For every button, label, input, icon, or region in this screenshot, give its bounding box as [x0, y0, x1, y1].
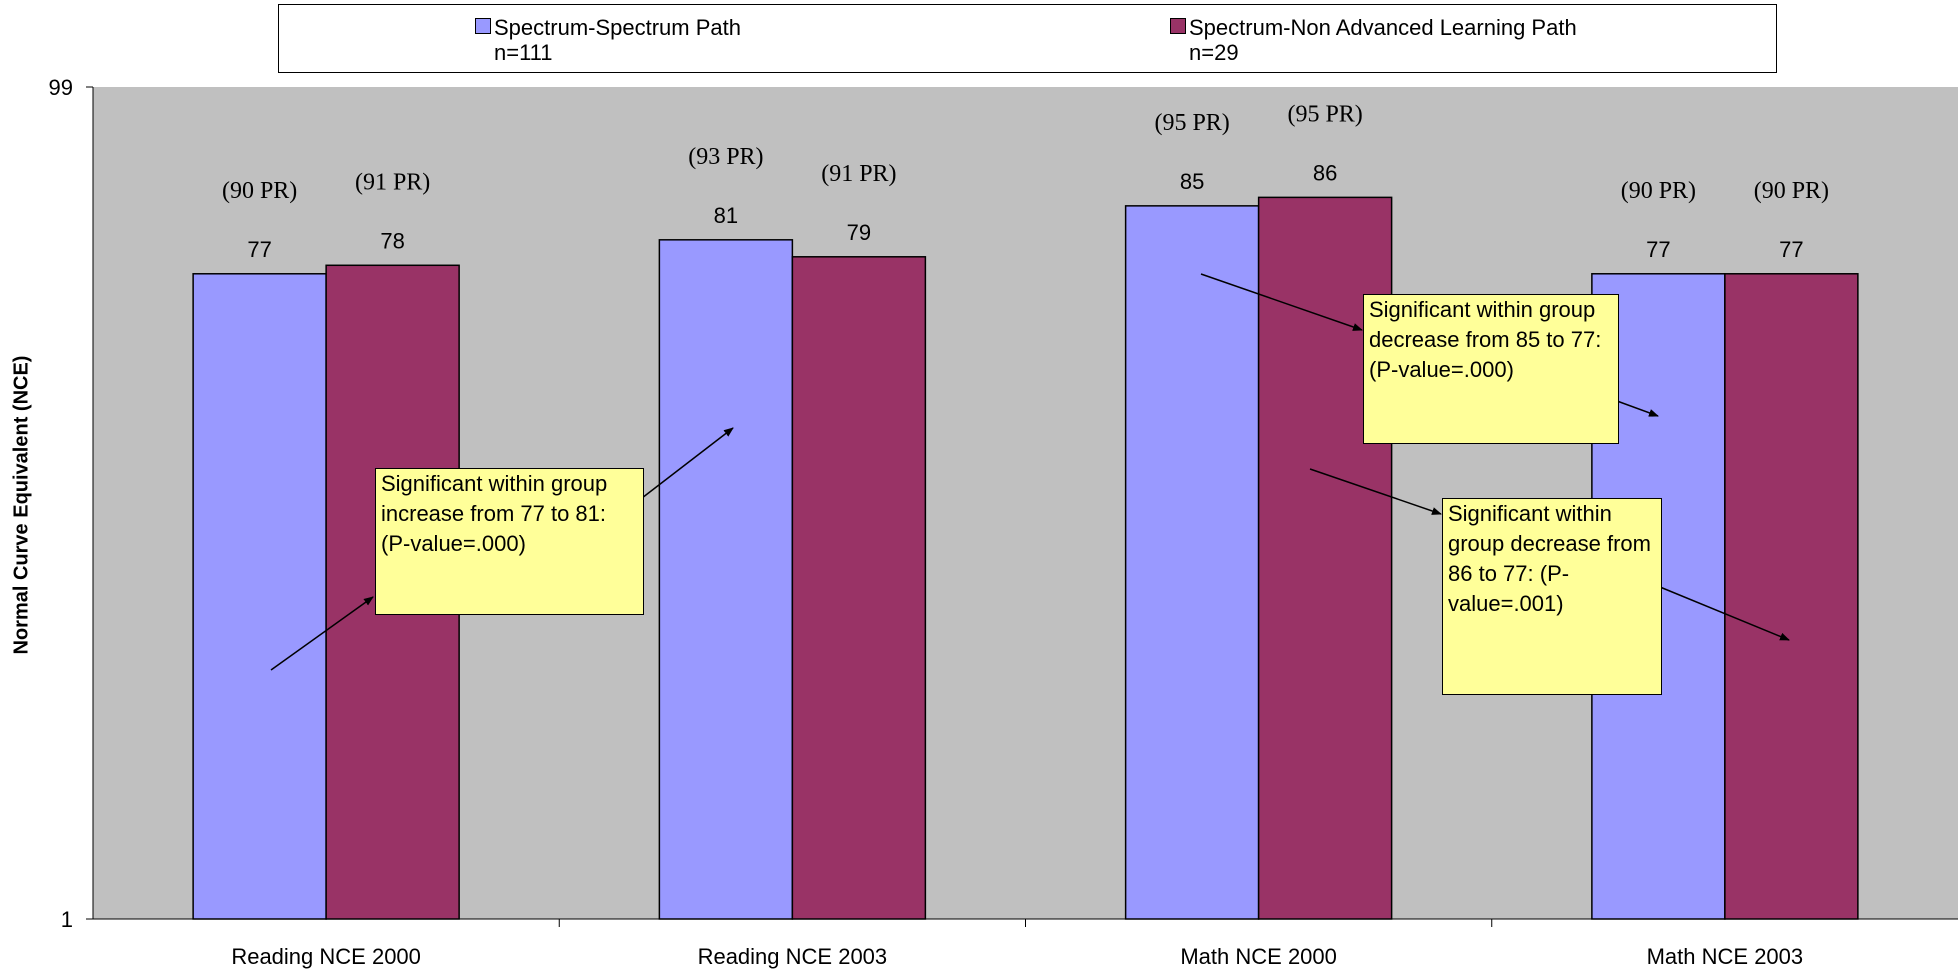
bar-s2-4 [1724, 273, 1859, 920]
legend-label-series-1: Spectrum-Spectrum Path [494, 15, 741, 40]
pr-label-s1-1: (90 PR) [222, 178, 297, 204]
pr-label-s2-3: (95 PR) [1287, 101, 1362, 127]
value-label-s2-1: 78 [380, 228, 404, 253]
value-label-s1-4: 77 [1646, 237, 1670, 262]
arrow-decrease-math-a-2 [1616, 400, 1659, 417]
x-tick-label-3: Math NCE 2000 [1180, 944, 1337, 969]
y-axis-title: Normal Curve Equivalent (NCE) [10, 355, 33, 655]
legend-swatch-series-2 [1170, 18, 1186, 34]
pr-label-s1-4: (90 PR) [1621, 178, 1696, 204]
bar-s1-1 [192, 273, 327, 920]
legend-n-series-1: n=111 [494, 40, 553, 65]
annotation-decrease-math-spectrum: Significant within group decrease from 8… [1363, 294, 1619, 444]
value-label-s2-2: 79 [847, 220, 871, 245]
bar-s1-3 [1124, 205, 1260, 920]
bar-s2-2 [791, 256, 927, 920]
x-tick-label-1: Reading NCE 2000 [231, 944, 421, 969]
annotation-decrease-math-nonadvanced: Significant within group decrease from 8… [1442, 498, 1662, 695]
legend-n-series-2: n=29 [1189, 40, 1239, 65]
arrow-decrease-math-b-2 [1659, 586, 1790, 641]
legend-swatch-series-1 [475, 18, 491, 34]
pr-label-s2-2: (91 PR) [821, 161, 896, 187]
value-label-s2-4: 77 [1779, 237, 1803, 262]
arrow-increase-reading [270, 596, 374, 671]
arrow-decrease-math-a [1200, 273, 1363, 331]
value-label-s1-3: 85 [1180, 169, 1204, 194]
y-tick-label-1: 1 [61, 907, 73, 932]
bar-s1-2 [658, 239, 794, 920]
legend-item-series-2: Spectrum-Non Advanced Learning Path n=29 [1170, 15, 1577, 65]
value-label-s1-1: 77 [247, 237, 271, 262]
annotation-increase-reading: Significant within group increase from 7… [375, 468, 644, 615]
value-label-s1-2: 81 [714, 203, 738, 228]
arrow-increase-reading-2 [641, 427, 734, 499]
legend: Spectrum-Spectrum Path n=111 Spectrum-No… [278, 4, 1777, 73]
x-tick-label-4: Math NCE 2003 [1647, 944, 1804, 969]
x-tick-label-2: Reading NCE 2003 [698, 944, 888, 969]
legend-item-series-1: Spectrum-Spectrum Path n=111 [475, 15, 741, 65]
pr-label-s2-4: (90 PR) [1754, 178, 1829, 204]
arrow-decrease-math-b [1309, 468, 1442, 515]
pr-label-s1-2: (93 PR) [688, 144, 763, 170]
legend-label-series-2: Spectrum-Non Advanced Learning Path [1189, 15, 1577, 40]
value-label-s2-3: 86 [1313, 160, 1337, 185]
pr-label-s2-1: (91 PR) [355, 169, 430, 195]
pr-label-s1-3: (95 PR) [1154, 110, 1229, 136]
y-tick-label-2: 99 [49, 75, 73, 100]
